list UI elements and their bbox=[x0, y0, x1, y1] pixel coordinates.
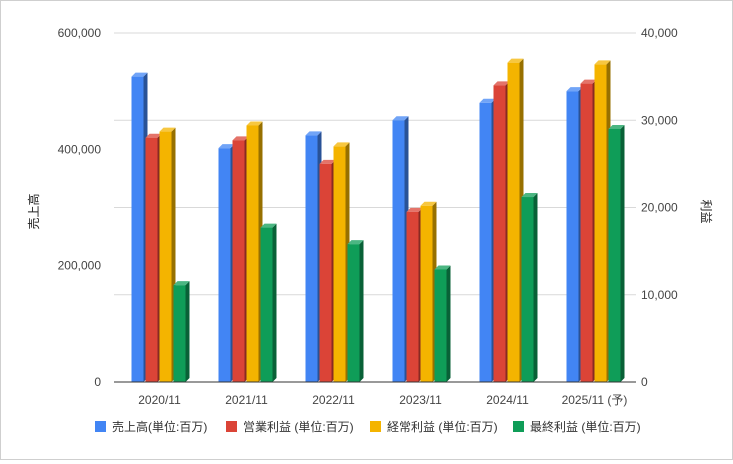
legend-swatch bbox=[226, 421, 237, 432]
bar bbox=[580, 79, 597, 382]
bar bbox=[260, 223, 277, 382]
right-axis-label: 利益 bbox=[699, 199, 713, 223]
legend-label: 経常利益 (単位:百万) bbox=[387, 419, 498, 434]
bar bbox=[594, 60, 611, 382]
bar bbox=[333, 142, 350, 382]
bar bbox=[434, 265, 451, 382]
right-axis-ticks: 0 10,000 20,000 30,000 40,000 bbox=[641, 26, 678, 389]
right-tick-label: 10,000 bbox=[641, 288, 678, 302]
left-tick-label: 600,000 bbox=[58, 26, 102, 40]
left-axis-ticks: 0 200,000 400,000 600,000 bbox=[58, 26, 102, 389]
right-tick-label: 40,000 bbox=[641, 26, 678, 40]
left-tick-label: 200,000 bbox=[58, 259, 102, 273]
right-tick-label: 20,000 bbox=[641, 201, 678, 215]
right-tick-label: 30,000 bbox=[641, 113, 678, 127]
bar bbox=[145, 133, 162, 382]
legend-item: 最終利益 (単位:百万) bbox=[513, 419, 641, 434]
bar bbox=[420, 201, 437, 382]
category-label: 2021/11 bbox=[225, 393, 268, 407]
category-label: 2023/11 bbox=[399, 393, 442, 407]
bar bbox=[246, 121, 263, 383]
left-axis-label: 売上高 bbox=[26, 193, 41, 229]
legend-swatch bbox=[513, 421, 524, 432]
bar bbox=[305, 131, 322, 382]
legend-item: 売上高(単位:百万) bbox=[95, 419, 207, 434]
bar bbox=[479, 98, 496, 383]
bar bbox=[493, 81, 510, 382]
category-label: 2022/11 bbox=[312, 393, 355, 407]
category-label: 2024/11 bbox=[486, 393, 529, 407]
bar bbox=[406, 207, 423, 382]
legend-label: 売上高(単位:百万) bbox=[112, 419, 207, 434]
bar bbox=[218, 144, 235, 382]
legend-label: 営業利益 (単位:百万) bbox=[243, 419, 354, 434]
bar bbox=[521, 193, 538, 382]
legend-item: 営業利益 (単位:百万) bbox=[226, 419, 354, 434]
legend-swatch bbox=[370, 421, 381, 432]
category-label: 2025/11 (予) bbox=[562, 393, 628, 407]
bar bbox=[232, 136, 249, 382]
legend-item: 経常利益 (単位:百万) bbox=[370, 419, 498, 434]
bars bbox=[131, 58, 625, 383]
bar bbox=[392, 116, 409, 382]
bar bbox=[347, 240, 364, 382]
bar bbox=[173, 281, 190, 382]
bar bbox=[159, 127, 176, 382]
bar bbox=[507, 58, 524, 382]
legend-label: 最終利益 (単位:百万) bbox=[530, 419, 641, 434]
legend-swatch bbox=[95, 421, 106, 432]
right-tick-label: 0 bbox=[641, 375, 648, 389]
bar bbox=[319, 159, 336, 382]
bar bbox=[566, 87, 583, 383]
category-label: 2020/11 bbox=[138, 393, 181, 407]
bar bbox=[131, 72, 148, 382]
left-tick-label: 400,000 bbox=[58, 142, 102, 156]
gridlines bbox=[114, 32, 636, 296]
category-labels: 2020/11 2021/11 2022/11 2023/11 2024/11 2025/… bbox=[138, 393, 627, 407]
bar bbox=[608, 124, 625, 382]
legend: 売上高(単位:百万) 営業利益 (単位:百万) 経常利益 (単位:百万) 最終利益 (… bbox=[95, 419, 641, 434]
left-tick-label: 0 bbox=[94, 375, 101, 389]
